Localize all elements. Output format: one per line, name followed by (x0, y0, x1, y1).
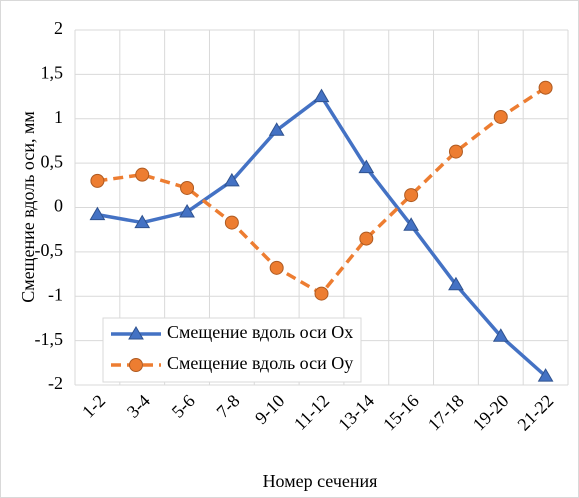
y-tick-label: 1 (54, 107, 63, 127)
marker (538, 80, 553, 95)
legend-marker (128, 326, 144, 340)
legend: Смещение вдоль оси Ох Смещение вдоль оси … (102, 317, 362, 383)
marker (224, 215, 239, 230)
marker (313, 88, 330, 103)
marker (448, 144, 463, 159)
y-tick-label: -0,5 (35, 240, 64, 260)
marker (492, 328, 509, 342)
legend-box (102, 317, 362, 383)
y-tick-label: -2 (48, 373, 63, 393)
marker (359, 231, 374, 246)
legend-marker (129, 358, 143, 372)
marker (179, 203, 195, 218)
y-tick-label: -1,5 (35, 329, 64, 349)
marker (90, 173, 105, 188)
marker (269, 260, 284, 275)
marker (404, 188, 419, 203)
x-axis-title: Номер сечения (263, 471, 378, 491)
y-tick-label: 0,5 (41, 151, 64, 171)
marker (180, 180, 195, 195)
legend-label: Смещение вдоль оси Ох (167, 322, 353, 342)
marker (135, 167, 150, 182)
marker (537, 368, 554, 382)
y-tick-label: 1,5 (41, 63, 64, 83)
marker (89, 206, 106, 221)
marker (358, 159, 375, 174)
marker (448, 276, 464, 291)
marker (314, 286, 329, 301)
marker (403, 217, 420, 231)
y-tick-label: -1 (48, 284, 63, 304)
marker (268, 122, 285, 136)
y-axis-title: Смещение вдоль оси, мм (18, 111, 38, 303)
marker (493, 109, 508, 124)
legend-label: Смещение вдоль оси Оу (167, 353, 353, 373)
marker (134, 214, 151, 229)
marker (223, 172, 240, 187)
y-tick-label: 0 (54, 196, 63, 216)
y-tick-label: 2 (54, 18, 63, 38)
